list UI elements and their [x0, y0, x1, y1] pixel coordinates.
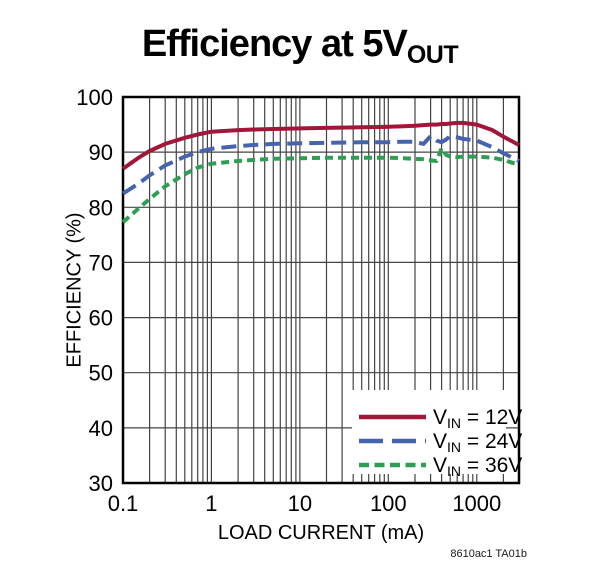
x-tick-label-10: 10 [288, 491, 312, 516]
y-tick-label-100: 100 [76, 85, 113, 110]
x-tick-label-1: 1 [205, 491, 217, 516]
x-tick-label-0.1: 0.1 [108, 491, 139, 516]
legend-label-vin-12v: VIN = 12V [433, 406, 522, 431]
chart-title: Efficiency at 5VOUT [0, 22, 600, 77]
y-axis-label: EFFICIENCY (%) [63, 212, 86, 368]
y-tick-label-60: 60 [89, 306, 113, 331]
x-tick-label-100: 100 [370, 491, 407, 516]
x-axis-label: LOAD CURRENT (mA) [217, 522, 425, 544]
legend-label-vin-36v: VIN = 36V [433, 454, 522, 479]
y-tick-label-30: 30 [89, 471, 113, 496]
y-tick-label-50: 50 [89, 361, 113, 386]
chart-title-main: Efficiency at 5V [141, 23, 408, 65]
y-tick-label-70: 70 [89, 250, 113, 275]
part-number-watermark: 8610ac1 TA01b [450, 548, 527, 560]
series-line-vin-12v [121, 120, 520, 171]
legend-label-vin-24v: VIN = 24V [433, 430, 522, 455]
y-tick-label-80: 80 [89, 195, 113, 220]
plot-border [121, 95, 521, 485]
legend-box [352, 390, 506, 474]
series-line-vin-24v [121, 134, 520, 196]
y-tick-label-40: 40 [89, 416, 113, 441]
chart-title-subscript: OUT [406, 41, 459, 69]
x-tick-label-1000: 1000 [452, 491, 501, 516]
series-line-vin-36v [121, 146, 520, 224]
y-tick-label-90: 90 [89, 140, 113, 165]
